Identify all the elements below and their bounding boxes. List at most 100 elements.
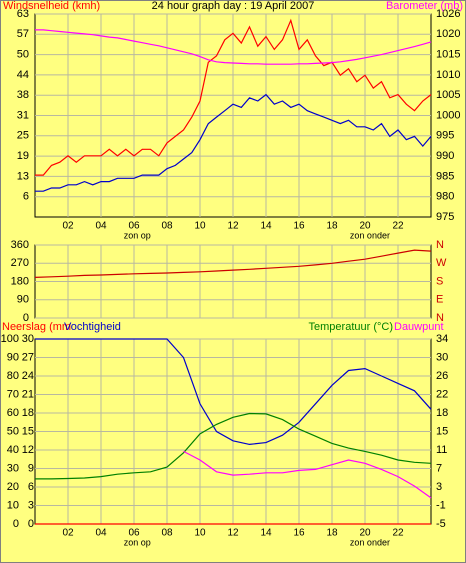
x-tick-label: 20: [359, 221, 371, 232]
y2-axis-title: Barometer (mb): [386, 0, 463, 12]
y2-tick-label: S: [436, 275, 443, 287]
x-tick-label: 16: [293, 221, 305, 232]
legend-label: Neerslag (mm: [2, 321, 71, 333]
y-tick-label: 44: [17, 69, 29, 81]
y-tick-label: 40: [7, 444, 19, 456]
x-tick-label: 12: [227, 221, 239, 232]
series-line: [35, 338, 432, 446]
y-tick-label: 90: [7, 351, 19, 363]
x-tick-label: 14: [260, 528, 272, 539]
y3-tick-label: 3: [28, 499, 34, 511]
y-tick-label: 100: [1, 333, 19, 345]
y-tick-label: 13: [17, 170, 29, 182]
annotation: zon op: [124, 537, 151, 547]
y-tick-label: 360: [11, 239, 29, 251]
x-tick-label: 04: [95, 528, 107, 539]
y3-tick-label: 18: [22, 407, 34, 419]
series-line: [183, 450, 432, 499]
y-tick-label: 31: [17, 109, 29, 121]
y2-tick-label: 22: [436, 388, 448, 400]
annotation: zon op: [124, 230, 151, 240]
y2-tick-label: 975: [436, 211, 454, 223]
y-tick-label: 270: [11, 257, 29, 269]
x-tick-label: 22: [392, 221, 404, 232]
x-tick-label: 02: [62, 528, 74, 539]
y2-tick-label: 7: [436, 462, 442, 474]
y2-tick-label: 26: [436, 370, 448, 382]
y-tick-label: 70: [7, 388, 19, 400]
x-tick-label: 12: [227, 528, 239, 539]
x-tick-label: 22: [392, 528, 404, 539]
y2-tick-label: 990: [436, 150, 454, 162]
x-tick-label: 14: [260, 221, 272, 232]
x-tick-label: 18: [326, 528, 338, 539]
y2-tick-label: 1000: [436, 109, 460, 121]
y-tick-label: 50: [17, 49, 29, 61]
x-tick-label: 18: [326, 221, 338, 232]
legend-label: Temperatuur (°C): [309, 321, 393, 333]
y-tick-label: 0: [13, 518, 19, 530]
y2-tick-label: 980: [436, 191, 454, 203]
y2-tick-label: N: [436, 312, 444, 324]
y3-tick-label: 27: [22, 351, 34, 363]
y3-tick-label: 9: [28, 462, 34, 474]
y2-tick-label: 15: [436, 425, 448, 437]
y-tick-label: 57: [17, 28, 29, 40]
x-tick-label: 04: [95, 221, 107, 232]
legend-label: Vochtigheid: [64, 321, 121, 333]
series-line: [35, 93, 432, 192]
y2-tick-label: 3: [436, 481, 442, 493]
x-tick-label: 06: [128, 528, 140, 539]
x-tick-label: 10: [194, 528, 206, 539]
y2-tick-label: 18: [436, 407, 448, 419]
y3-tick-label: 12: [22, 444, 34, 456]
y2-tick-label: 1010: [436, 69, 460, 81]
y3-tick-label: 0: [28, 518, 34, 530]
series-line: [35, 29, 432, 65]
y2-tick-label: N: [436, 239, 444, 251]
y2-tick-label: W: [436, 257, 447, 269]
x-tick-label: 20: [359, 528, 371, 539]
y2-tick-label: 1015: [436, 49, 460, 61]
y-tick-label: 90: [17, 294, 29, 306]
y2-tick-label: 34: [436, 333, 448, 345]
x-tick-label: 08: [161, 528, 173, 539]
legend-label: Dauwpunt: [394, 321, 444, 333]
y-tick-label: 6: [23, 191, 29, 203]
x-tick-label: 02: [62, 221, 74, 232]
y-tick-label: 30: [7, 462, 19, 474]
annotation: zon onder: [350, 537, 390, 547]
chart-title: 24 hour graph day : 19 April 2007: [152, 0, 315, 12]
y-tick-label: 38: [17, 89, 29, 101]
y2-tick-label: 1026: [436, 8, 460, 20]
y-tick-label: 10: [7, 499, 19, 511]
y2-tick-label: 995: [436, 130, 454, 142]
y2-tick-label: -5: [436, 518, 446, 530]
y3-tick-label: 30: [22, 333, 34, 345]
x-tick-label: 06: [128, 221, 140, 232]
y2-tick-label: 30: [436, 351, 448, 363]
y2-tick-label: 11: [436, 444, 447, 456]
y-tick-label: 50: [7, 425, 19, 437]
series-line: [34, 249, 432, 278]
y3-tick-label: 21: [22, 388, 34, 400]
y-tick-label: 25: [17, 130, 29, 142]
y-tick-label: 60: [7, 407, 19, 419]
y2-tick-label: 1005: [436, 89, 460, 101]
y-tick-label: 180: [11, 275, 29, 287]
y-tick-label: 0: [23, 312, 29, 324]
y-tick-label: 19: [17, 150, 29, 162]
y2-tick-label: E: [436, 294, 443, 306]
series-line: [35, 18, 432, 176]
y-tick-label: 20: [7, 481, 19, 493]
y2-tick-label: 1020: [436, 28, 460, 40]
y-axis-title: Windsnelheid (kmh): [3, 0, 100, 12]
y-tick-label: 63: [17, 8, 29, 20]
x-tick-label: 08: [161, 221, 173, 232]
y3-tick-label: 24: [22, 370, 34, 382]
y2-tick-label: 985: [436, 170, 454, 182]
annotation: zon onder: [350, 230, 390, 240]
x-tick-label: 16: [293, 528, 305, 539]
series-line: [35, 412, 432, 480]
